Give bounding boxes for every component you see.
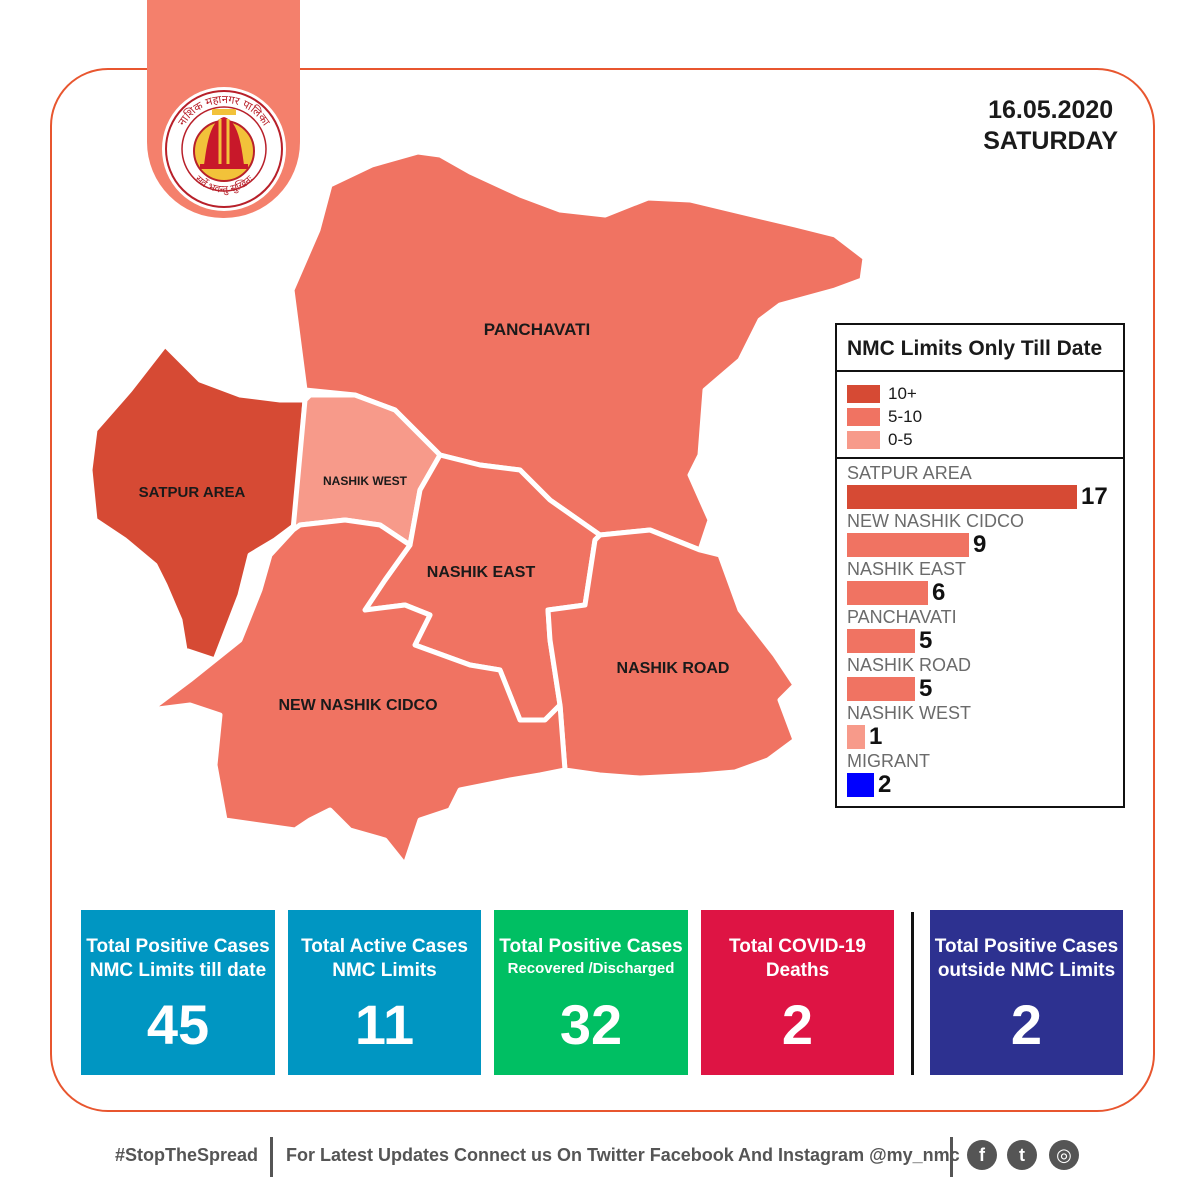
map-label-nashik-east: NASHIK EAST xyxy=(427,564,536,581)
zone-bar-label: PANCHAVATI xyxy=(847,607,957,627)
stat-card-deaths: Total COVID-19 Deaths 2 xyxy=(701,910,894,1075)
zone-bar xyxy=(847,533,969,557)
stat-value: 11 xyxy=(354,993,415,1056)
map-label-nashik-road: NASHIK ROAD xyxy=(617,660,730,677)
footer-divider xyxy=(270,1137,273,1177)
instagram-icon[interactable]: ◎ xyxy=(1049,1140,1079,1170)
twitter-icon[interactable]: t xyxy=(1007,1140,1037,1170)
zone-bar-item: SATPUR AREA 17 xyxy=(847,463,1123,511)
stat-value: 32 xyxy=(559,993,623,1056)
zone-bar-value: 17 xyxy=(1081,483,1108,510)
zone-bar-item: NASHIK ROAD 5 xyxy=(847,655,1123,703)
legend-panel: NMC Limits Only Till Date 10+ 5-10 0-5 S… xyxy=(835,323,1125,808)
nashik-zone-map: PANCHAVATI SATPUR AREA NASHIK WEST NASHI… xyxy=(87,152,865,868)
zone-bar xyxy=(847,629,915,653)
zone-bar xyxy=(847,773,874,797)
zone-bar-label: SATPUR AREA xyxy=(847,463,972,483)
stat-subtitle: Deaths xyxy=(765,960,830,981)
map-label-new-nashik-cidco: NEW NASHIK CIDCO xyxy=(278,697,437,714)
zone-bar-item: NASHIK WEST 1 xyxy=(847,703,1123,751)
zone-bar xyxy=(847,725,865,749)
zone-bar-row: 5 xyxy=(847,675,1123,701)
nmc-logo: नाशिक महानगर पालिका सर्वे भवन्तु सुखिनः xyxy=(162,87,286,211)
legend-key-label: 10+ xyxy=(888,383,917,403)
zone-bar-value: 1 xyxy=(869,723,883,750)
zone-bar-row: 1 xyxy=(847,723,1123,749)
zone-bar-row: 17 xyxy=(847,483,1123,509)
facebook-icon[interactable]: f xyxy=(967,1140,997,1170)
map-region-nashik-road xyxy=(545,527,798,781)
legend-title: NMC Limits Only Till Date xyxy=(837,325,1123,372)
legend-key-label: 0-5 xyxy=(888,429,913,449)
zone-bar xyxy=(847,581,928,605)
zone-bar-item: NEW NASHIK CIDCO 9 xyxy=(847,511,1123,559)
date-text: 16.05.2020 xyxy=(988,96,1114,124)
map-region-satpur-area xyxy=(87,342,308,663)
stats-divider xyxy=(911,912,914,1075)
zone-bar-value: 9 xyxy=(973,531,987,558)
zone-bar-label: NASHIK EAST xyxy=(847,559,967,579)
zone-bar-row: 2 xyxy=(847,771,1123,797)
zone-bar-label: NEW NASHIK CIDCO xyxy=(847,511,1025,531)
stat-title: Total Positive Cases xyxy=(86,936,270,957)
zone-bar-item: PANCHAVATI 5 xyxy=(847,607,1123,655)
stat-card-outside-limits: Total Positive Cases outside NMC Limits … xyxy=(930,910,1123,1075)
stat-subtitle: NMC Limits till date xyxy=(89,960,267,981)
map-region-new-nashik-cidco xyxy=(147,517,568,868)
map-label-satpur-area: SATPUR AREA xyxy=(139,484,246,501)
stat-title: Total Positive Cases xyxy=(934,936,1119,957)
zone-bar-value: 5 xyxy=(919,627,933,654)
map-label-nashik-west: NASHIK WEST xyxy=(323,474,408,488)
day-text: SATURDAY xyxy=(983,127,1118,155)
stat-value: 2 xyxy=(781,993,814,1056)
zone-bar-label: NASHIK WEST xyxy=(847,703,972,723)
zone-case-bars: SATPUR AREA 17 NEW NASHIK CIDCO 9 NASHIK EAS… xyxy=(837,459,1123,799)
zone-bar-item: NASHIK EAST 6 xyxy=(847,559,1123,607)
zone-bar-item: MIGRANT 2 xyxy=(847,751,1123,799)
zone-bar-value: 5 xyxy=(919,675,933,702)
footer: #StopTheSpread For Latest Updates Connec… xyxy=(0,1135,1200,1180)
stat-subtitle: outside NMC Limits xyxy=(937,960,1116,981)
stat-value: 45 xyxy=(146,993,210,1056)
legend-keys: 10+ 5-10 0-5 xyxy=(837,372,1123,459)
zone-bar-row: 9 xyxy=(847,531,1123,557)
legend-key: 0-5 xyxy=(847,428,1123,451)
date-block: 16.05.2020 SATURDAY xyxy=(983,95,1118,157)
stat-card-total-positive: Total Positive Cases NMC Limits till dat… xyxy=(81,910,275,1075)
legend-key-swatch xyxy=(847,430,880,449)
zone-bar-label: MIGRANT xyxy=(847,751,930,771)
zone-bar-row: 6 xyxy=(847,579,1123,605)
zone-bar xyxy=(847,485,1077,509)
stat-value: 2 xyxy=(1010,993,1043,1056)
legend-key-swatch xyxy=(847,407,880,426)
hashtag-text: #StopTheSpread xyxy=(115,1145,259,1165)
stat-card-active: Total Active Cases NMC Limits 11 xyxy=(288,910,481,1075)
stat-subtitle: NMC Limits xyxy=(332,960,437,981)
stat-card-recovered: Total Positive Cases Recovered /Discharg… xyxy=(494,910,688,1075)
zone-bar-label: NASHIK ROAD xyxy=(847,655,972,675)
map-label-panchavati: PANCHAVATI xyxy=(484,320,590,339)
zone-bar xyxy=(847,677,915,701)
legend-key-swatch xyxy=(847,384,880,403)
zone-bar-value: 6 xyxy=(932,579,946,606)
zone-bar-value: 2 xyxy=(878,771,892,798)
zone-bar-row: 5 xyxy=(847,627,1123,653)
legend-key-label: 5-10 xyxy=(888,406,923,426)
stat-title: Total COVID-19 xyxy=(729,936,866,957)
stat-subtitle: Recovered /Discharged xyxy=(507,960,675,977)
legend-key: 10+ xyxy=(847,382,1123,405)
stat-title: Total Positive Cases xyxy=(499,936,683,957)
legend-key: 5-10 xyxy=(847,405,1123,428)
stat-title: Total Active Cases xyxy=(301,936,468,957)
updates-text: For Latest Updates Connect us On Twitter… xyxy=(286,1145,960,1165)
footer-divider xyxy=(950,1137,953,1177)
